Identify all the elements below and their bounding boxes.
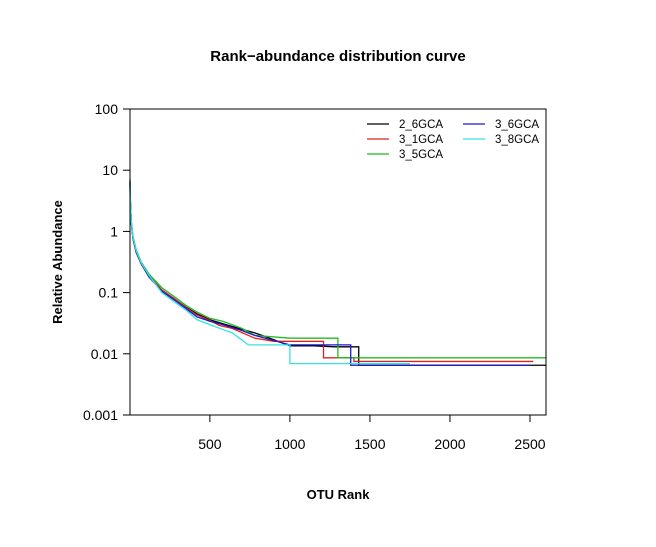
y-tick-label: 0.1 — [99, 285, 119, 301]
legend-label: 3_5GCA — [399, 149, 443, 161]
y-tick-label: 100 — [95, 101, 119, 117]
chart-title: Rank−abundance distribution curve — [210, 48, 465, 65]
series-line-3_1GCA — [129, 180, 534, 363]
x-axis: 500 1000 1500 2000 2500 — [198, 415, 546, 452]
series-layer — [129, 178, 546, 366]
x-axis-title: OTU Rank — [307, 487, 371, 502]
series-line-3_8GCA — [129, 179, 410, 365]
legend-label: 3_8GCA — [495, 134, 539, 146]
series-line-3_5GCA — [129, 178, 546, 359]
y-tick-label: 10 — [102, 162, 118, 178]
x-tick-label: 2500 — [514, 436, 545, 452]
y-axis-title: Relative Abundance — [50, 200, 65, 324]
y-axis: 100 10 1 0.1 0.01 0.001 — [83, 101, 130, 423]
y-tick-label: 1 — [110, 223, 118, 239]
plot-frame — [129, 108, 547, 416]
x-tick-label: 1000 — [274, 436, 305, 452]
x-tick-label: 1500 — [354, 436, 385, 452]
x-tick-label: 500 — [198, 436, 222, 452]
legend-label: 3_1GCA — [399, 134, 443, 146]
legend-label: 3_6GCA — [495, 119, 539, 131]
legend-label: 2_6GCA — [399, 119, 443, 131]
y-tick-label: 0.01 — [91, 346, 118, 362]
x-tick-label: 2000 — [434, 436, 465, 452]
legend: 2_6GCA 3_1GCA 3_5GCA 3_6GCA 3_8GCA — [367, 119, 539, 161]
y-tick-label: 0.001 — [83, 407, 118, 423]
